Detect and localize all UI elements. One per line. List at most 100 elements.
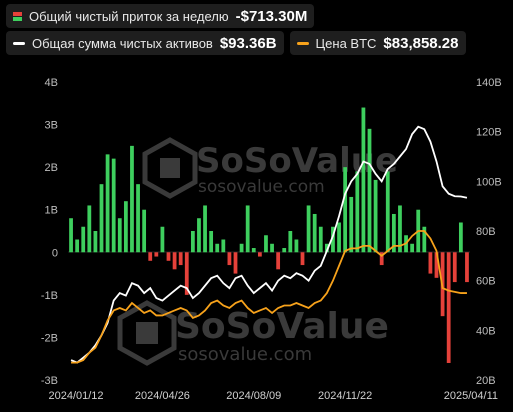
- flow-bar: [178, 252, 183, 266]
- flow-bar: [93, 231, 98, 253]
- flow-bar: [190, 231, 195, 253]
- watermark-lower: SoSoValue sosovalue.com: [117, 300, 389, 366]
- flow-bar: [215, 243, 220, 253]
- x-tick: 2025/04/11: [444, 390, 498, 402]
- flow-bar: [385, 171, 390, 253]
- flow-bar: [410, 243, 415, 253]
- flow-bar: [117, 218, 122, 253]
- legend-item-weekly-flow[interactable]: Общий чистый приток за неделю -$713.30M: [6, 4, 315, 28]
- flow-bar: [130, 145, 134, 253]
- flow-bar: [154, 252, 159, 257]
- flow-bar: [318, 226, 323, 253]
- weekly-flow-bars: [69, 107, 469, 363]
- flow-bar: [123, 201, 128, 253]
- flow-bar: [465, 252, 469, 283]
- y-left-tick: -3B: [41, 375, 58, 387]
- flow-bar: [233, 252, 238, 274]
- watermark-url-lower: sosovalue.com: [178, 344, 312, 365]
- watermark-logo-icon-lower: [117, 300, 177, 366]
- flow-bar: [166, 252, 171, 261]
- flow-bar: [197, 218, 201, 253]
- flow-bar: [306, 205, 311, 253]
- btc-line-swatch-icon: [296, 41, 309, 45]
- flow-bar: [391, 213, 396, 253]
- left-axis: -3B -2B -1B 0 1B 2B 3B 4B: [41, 77, 58, 387]
- x-tick: 2024/04/26: [135, 390, 190, 402]
- y-right-tick: 40B: [476, 325, 496, 337]
- y-right-tick: 120B: [476, 127, 502, 139]
- y-left-tick: -1B: [41, 290, 58, 302]
- legend-assets-value: $93.36B: [219, 34, 277, 52]
- flow-bar: [172, 252, 177, 270]
- flow-bar: [270, 243, 274, 253]
- flow-bar: [227, 252, 232, 266]
- flow-bar: [203, 205, 207, 253]
- flow-bar: [184, 252, 189, 295]
- y-right-tick: 20B: [476, 375, 496, 387]
- legend-flow-value: -$713.30M: [235, 7, 308, 25]
- legend-row-flow: Общий чистый приток за неделю -$713.30M: [6, 4, 315, 28]
- legend-flow-label: Общий чистый приток за неделю: [29, 8, 229, 24]
- legend-btc-value: $83,858.28: [383, 34, 459, 52]
- flow-bar: [452, 252, 457, 283]
- x-tick: 2024/08/09: [226, 390, 281, 402]
- flow-bar: [428, 252, 433, 274]
- legend-item-btc-price[interactable]: Цена BTC $83,858.28: [289, 31, 466, 55]
- x-axis: 2024/01/12 2024/04/26 2024/08/09 2024/11/22…: [48, 390, 498, 402]
- flow-bar: [245, 205, 250, 253]
- y-left-tick: 4B: [45, 77, 58, 89]
- x-tick: 2024/11/22: [318, 390, 372, 402]
- flow-bar: [111, 158, 116, 253]
- flow-bar: [331, 226, 335, 253]
- flow-swatch-icon: [13, 11, 22, 21]
- flow-bar: [300, 252, 305, 266]
- y-right-tick: 80B: [476, 226, 496, 238]
- flow-bar: [251, 248, 256, 253]
- flow-bar: [343, 167, 348, 253]
- legend-btc-label: Цена BTC: [315, 35, 377, 51]
- legend-item-total-assets[interactable]: Общая сумма чистых активов $93.36B: [6, 31, 284, 55]
- flow-bar: [361, 107, 366, 253]
- flow-bar: [434, 252, 439, 278]
- flow-bar: [160, 226, 165, 253]
- flow-bar: [446, 252, 451, 363]
- flow-bar: [288, 231, 293, 253]
- flow-bar: [105, 154, 110, 253]
- flow-bar: [355, 171, 360, 253]
- legend-assets-label: Общая сумма чистых активов: [32, 35, 213, 51]
- flow-bar: [257, 252, 262, 257]
- y-left-tick: 2B: [45, 162, 58, 174]
- flow-bar: [81, 226, 86, 253]
- flow-bar: [221, 239, 226, 253]
- legend-row-lines: Общая сумма чистых активов $93.36B Цена …: [6, 31, 466, 55]
- watermark-brand-lower: SoSoValue: [175, 306, 389, 347]
- flow-bar: [422, 226, 427, 253]
- flow-bar: [239, 243, 244, 253]
- flow-bar: [324, 243, 329, 253]
- flow-bar: [367, 128, 372, 253]
- flow-bar: [264, 235, 268, 253]
- watermark-url: sosovalue.com: [198, 177, 325, 197]
- flow-bar: [99, 184, 104, 253]
- y-right-tick: 60B: [476, 276, 496, 288]
- flow-bar: [282, 248, 287, 253]
- total-assets-line: [70, 125, 468, 364]
- flow-bar: [373, 179, 378, 253]
- flow-bar: [349, 196, 354, 253]
- flow-bar: [379, 252, 384, 266]
- flow-bar: [136, 184, 140, 253]
- btc-price-line: [71, 230, 467, 364]
- y-right-tick: 100B: [476, 176, 502, 188]
- flow-bar: [312, 213, 317, 253]
- flow-bar: [337, 222, 341, 253]
- watermark-logo-icon: [142, 137, 198, 199]
- flow-bar: [276, 252, 281, 270]
- flow-bar: [458, 222, 463, 253]
- right-axis: 20B 40B 60B 80B 100B 120B 140B: [476, 77, 502, 387]
- flow-bar: [148, 252, 153, 261]
- assets-line-swatch-icon: [13, 41, 25, 45]
- flow-bar: [87, 205, 92, 253]
- y-right-tick: 140B: [476, 77, 502, 89]
- y-left-tick: 3B: [45, 120, 58, 132]
